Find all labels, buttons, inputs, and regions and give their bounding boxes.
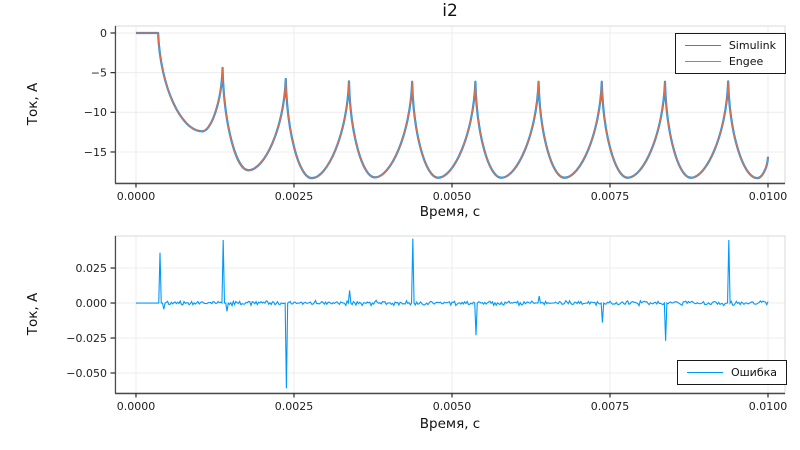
- x-tick-label: 0.0100: [749, 190, 788, 203]
- grid: [115, 236, 785, 393]
- x-tick-label: 0.0050: [433, 400, 472, 413]
- simulink-line-swatch: [684, 44, 721, 46]
- top-yaxis-label: Ток, А: [25, 82, 41, 126]
- legend-entry-engee: Engee: [684, 53, 776, 69]
- axes: 0.0000 0.0025 0.0050 0.0075 0.0100 0 −5 −10 −15: [84, 26, 787, 203]
- y-tick-label: 0.000: [76, 297, 108, 310]
- error-line-swatch: [686, 371, 723, 373]
- series: [135, 238, 769, 389]
- y-tick-label: 0.025: [76, 262, 108, 275]
- top-plot: 0.0000 0.0025 0.0050 0.0075 0.0100 0 −5 −10 −15: [84, 25, 787, 203]
- bottom-yaxis-label: Ток, А: [25, 292, 41, 336]
- y-tick-label: −0.050: [66, 367, 107, 380]
- series: [135, 31, 770, 180]
- y-tick-label: 0: [100, 27, 107, 40]
- x-tick-label: 0.0000: [117, 400, 156, 413]
- x-tick-label: 0.0025: [275, 190, 314, 203]
- legend-label-error: Ошибка: [730, 365, 777, 379]
- y-tick-label: −15: [84, 146, 107, 159]
- y-tick-label: −5: [91, 66, 107, 79]
- legend-entry-simulink: Simulink: [684, 37, 776, 53]
- y-tick-label: −10: [84, 106, 107, 119]
- x-tick-label: 0.0025: [275, 400, 314, 413]
- x-tick-label: 0.0075: [591, 400, 630, 413]
- x-tick-label: 0.0100: [749, 400, 788, 413]
- legend-top: Simulink Engee: [674, 33, 786, 74]
- legend-label-simulink: Simulink: [728, 38, 776, 52]
- legend-label-engee: Engee: [728, 54, 764, 68]
- bottom-plot: 0.0000 0.0025 0.0050 0.0075 0.0100 0.025 0.000…: [66, 235, 787, 413]
- x-tick-label: 0.0075: [591, 190, 630, 203]
- series-line-error: [135, 238, 769, 389]
- series-line-engee: [135, 32, 769, 179]
- top-xaxis-label: Время, с: [419, 204, 481, 220]
- legend-entry-error: Ошибка: [686, 364, 777, 380]
- bottom-xaxis-label: Время, с: [419, 416, 481, 432]
- x-tick-label: 0.0000: [117, 190, 156, 203]
- y-tick-label: −0.025: [66, 332, 107, 345]
- chart-title: i2: [442, 1, 458, 21]
- legend-bottom: Ошибка: [676, 360, 787, 385]
- x-tick-label: 0.0050: [433, 190, 472, 203]
- engee-line-swatch: [684, 60, 721, 62]
- axes: 0.0000 0.0025 0.0050 0.0075 0.0100 0.025 0.000…: [66, 236, 787, 413]
